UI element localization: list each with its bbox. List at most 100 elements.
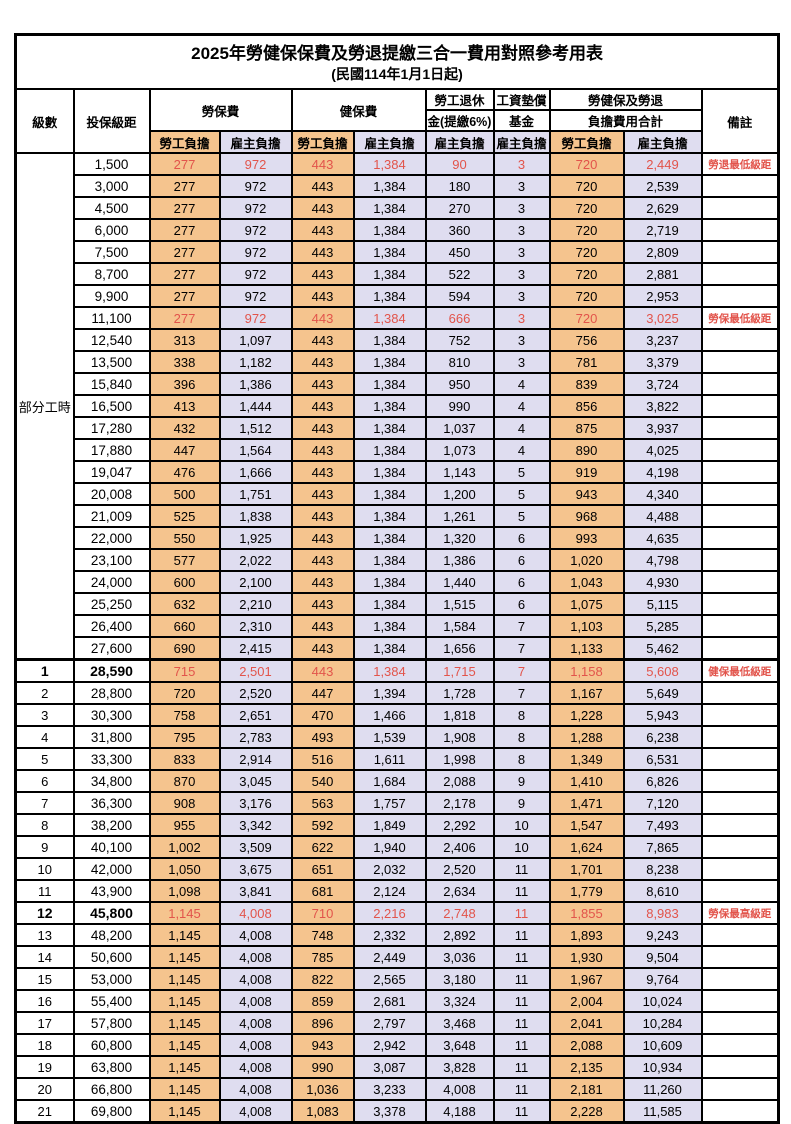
value-cell: 2,748	[424, 901, 495, 925]
value-cell: 3	[492, 350, 551, 374]
remark-cell	[700, 791, 780, 815]
value-cell: 720	[148, 681, 221, 705]
bracket-cell: 50,600	[72, 945, 151, 969]
bracket-cell: 16,500	[72, 394, 151, 418]
value-cell: 10,609	[622, 1033, 703, 1057]
value-cell: 277	[148, 174, 221, 198]
value-cell: 1,384	[352, 548, 427, 572]
value-cell: 1,097	[218, 328, 293, 352]
table-row: 7 36,300 908 3,176 563 1,757 2,178 9 1,471 7,120	[14, 791, 780, 815]
value-cell: 2,539	[622, 174, 703, 198]
header-group-row: 級數 投保級距 勞保費 健保費 勞工退休 工資墊償 勞健保及勞退 備註	[14, 88, 780, 154]
remark-cell	[700, 923, 780, 947]
value-cell: 2,088	[424, 769, 495, 793]
value-cell: 4,188	[424, 1099, 495, 1124]
table-row: 19 63,800 1,145 4,008 990 3,087 3,828 11 2,135 10…	[14, 1055, 780, 1079]
col-header-health-insurance: 健保費	[290, 88, 427, 132]
value-cell: 1,384	[352, 614, 427, 638]
value-cell: 443	[290, 592, 355, 616]
remark-cell	[700, 504, 780, 528]
col-header-pension-line1: 勞工退休	[424, 88, 495, 111]
value-cell: 2,415	[218, 636, 293, 661]
col-header-total-line1: 勞健保及勞退	[548, 88, 703, 111]
value-cell: 2,181	[548, 1077, 625, 1101]
value-cell: 443	[290, 460, 355, 484]
value-cell: 1,394	[352, 681, 427, 705]
value-cell: 1,930	[548, 945, 625, 969]
subheader-health-employer: 雇主負擔	[352, 130, 427, 154]
value-cell: 1,384	[352, 482, 427, 506]
value-cell: 950	[424, 372, 495, 396]
value-cell: 1,715	[424, 658, 495, 683]
value-cell: 690	[148, 636, 221, 661]
value-cell: 3,648	[424, 1033, 495, 1057]
value-cell: 8,238	[622, 857, 703, 881]
value-cell: 720	[548, 152, 625, 176]
bracket-cell: 38,200	[72, 813, 151, 837]
value-cell: 1,967	[548, 967, 625, 991]
value-cell: 1,701	[548, 857, 625, 881]
value-cell: 1,103	[548, 614, 625, 638]
value-cell: 6	[492, 526, 551, 550]
value-cell: 447	[290, 681, 355, 705]
table-row: 17,880 447 1,564 443 1,384 1,073 4 890 4,025	[16, 438, 780, 462]
table-row: 23,100 577 2,022 443 1,384 1,386 6 1,020 4,798	[16, 548, 780, 572]
value-cell: 2,022	[218, 548, 293, 572]
value-cell: 1,779	[548, 879, 625, 903]
value-cell: 660	[148, 614, 221, 638]
value-cell: 2,520	[218, 681, 293, 705]
value-cell: 476	[148, 460, 221, 484]
value-cell: 632	[148, 592, 221, 616]
remark-cell	[700, 747, 780, 771]
value-cell: 1,261	[424, 504, 495, 528]
value-cell: 8	[492, 703, 551, 727]
remark-cell	[700, 614, 780, 638]
bracket-cell: 9,900	[72, 284, 151, 308]
remark-cell	[700, 725, 780, 749]
table-row: 1 28,590 715 2,501 443 1,384 1,715 7 1,158 5,608 健…	[14, 658, 780, 683]
bracket-cell: 48,200	[72, 923, 151, 947]
level-cell: 6	[14, 769, 75, 793]
value-cell: 4,008	[218, 1077, 293, 1101]
bracket-cell: 43,900	[72, 879, 151, 903]
value-cell: 9	[492, 769, 551, 793]
table-row: 6 34,800 870 3,045 540 1,684 2,088 9 1,410 6,826	[14, 769, 780, 793]
value-cell: 622	[290, 835, 355, 859]
bracket-cell: 34,800	[72, 769, 151, 793]
remark-cell	[700, 328, 780, 352]
subheader-labor-employer: 雇主負擔	[218, 130, 293, 154]
value-cell: 896	[290, 1011, 355, 1035]
value-cell: 972	[218, 152, 293, 176]
value-cell: 443	[290, 570, 355, 594]
value-cell: 443	[290, 174, 355, 198]
level-cell: 18	[14, 1033, 75, 1057]
bracket-cell: 3,000	[72, 174, 151, 198]
value-cell: 1,611	[352, 747, 427, 771]
bracket-cell: 13,500	[72, 350, 151, 374]
remark-cell	[700, 1055, 780, 1079]
value-cell: 3,180	[424, 967, 495, 991]
value-cell: 1,410	[548, 769, 625, 793]
value-cell: 1,145	[148, 923, 221, 947]
table-row: 13,500 338 1,182 443 1,384 810 3 781 3,379	[16, 350, 780, 374]
value-cell: 4,008	[218, 923, 293, 947]
value-cell: 1,515	[424, 592, 495, 616]
value-cell: 8	[492, 725, 551, 749]
value-cell: 4	[492, 438, 551, 462]
value-cell: 432	[148, 416, 221, 440]
value-cell: 2,088	[548, 1033, 625, 1057]
value-cell: 972	[218, 174, 293, 198]
remark-cell	[700, 879, 780, 903]
remark-cell	[700, 1011, 780, 1035]
value-cell: 443	[290, 658, 355, 683]
value-cell: 4,008	[218, 1033, 293, 1057]
value-cell: 493	[290, 725, 355, 749]
remark-cell	[700, 835, 780, 859]
value-cell: 943	[290, 1033, 355, 1057]
value-cell: 11	[492, 901, 551, 925]
part-time-label: 部分工時	[14, 152, 75, 661]
table-row: 11,100 277 972 443 1,384 666 3 720 3,025 勞保最低級距	[16, 306, 780, 330]
bracket-cell: 57,800	[72, 1011, 151, 1035]
table-row: 22,000 550 1,925 443 1,384 1,320 6 993 4,635	[16, 526, 780, 550]
value-cell: 1,444	[218, 394, 293, 418]
